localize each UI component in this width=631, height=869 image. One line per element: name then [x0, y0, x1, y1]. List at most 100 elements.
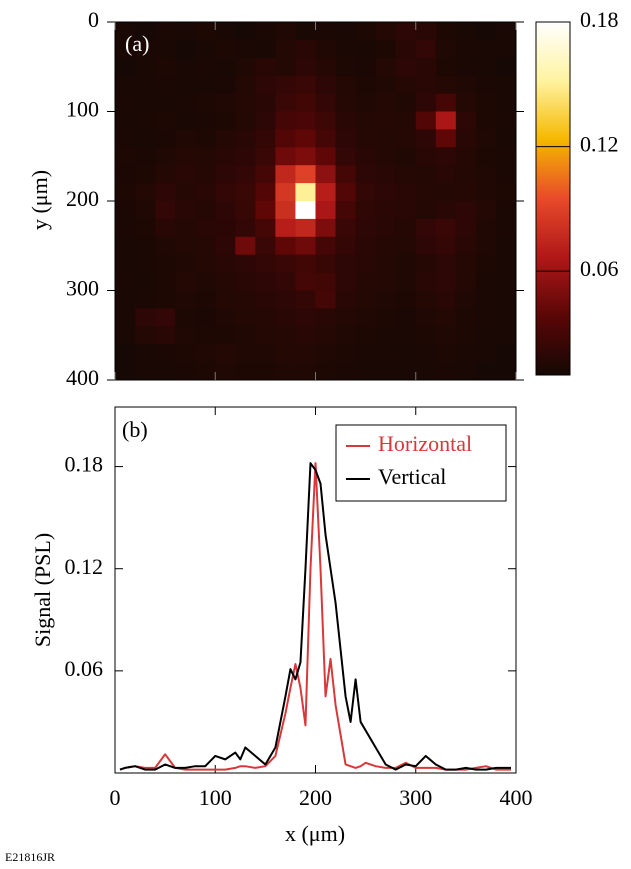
heatmap-cell	[195, 218, 216, 238]
heatmap-cell	[475, 308, 497, 327]
heatmap-cell	[255, 236, 276, 256]
heatmap-cell	[335, 308, 357, 327]
heatmap-cell	[175, 129, 196, 148]
heatmap-cell	[355, 326, 377, 345]
heatmap-cell	[235, 129, 256, 148]
heatmap-cell	[135, 201, 156, 220]
heatmap-cell	[155, 147, 176, 166]
heatmap-cell	[195, 147, 216, 166]
heatmap-cell	[215, 326, 236, 345]
heatmap-cell	[335, 326, 357, 345]
heatmap-cell	[375, 93, 397, 112]
heatmap-cell	[275, 308, 296, 327]
heatmap-cell	[295, 39, 316, 59]
heatmap-cell	[455, 344, 477, 363]
heatmap-cell	[195, 22, 216, 41]
heatmap-cell	[195, 308, 216, 327]
heatmap-cell	[275, 147, 296, 166]
heatmap-cell	[435, 75, 457, 95]
heatmap-cell	[375, 165, 397, 184]
heatmap-cell	[435, 326, 457, 345]
heatmap-cell	[135, 165, 156, 184]
heatmap-cell	[375, 308, 397, 327]
heatmap-cell	[175, 93, 196, 112]
heatmap-cell	[235, 308, 256, 327]
heatmap-cell	[295, 75, 316, 95]
heatmap-cell	[455, 218, 477, 238]
heatmap-cell	[355, 75, 377, 95]
heatmap-cell	[135, 344, 156, 363]
heatmap-cell	[315, 326, 337, 345]
heatmap-cell	[375, 236, 397, 256]
heatmap-cell	[415, 326, 437, 345]
heatmap-cell	[495, 183, 517, 202]
heatmap-cell	[175, 290, 196, 309]
x-tick-label: 200	[299, 785, 332, 810]
heatmap-cell	[135, 93, 156, 112]
heatmap-cell	[135, 272, 156, 291]
heatmap-cell	[135, 183, 156, 202]
heatmap-cell	[335, 93, 357, 112]
heatmap-cell	[155, 344, 176, 363]
heatmap-cell	[335, 201, 357, 220]
heatmap-cell	[255, 129, 276, 148]
heatmap-cell	[275, 129, 296, 148]
heatmap-cell	[335, 218, 357, 238]
heatmap-cell	[335, 254, 357, 274]
colorbar-tick-label: 0.18	[580, 7, 619, 32]
heatmap-cell	[435, 183, 457, 202]
heatmap-cell	[255, 22, 276, 41]
heatmap-cell	[495, 362, 517, 381]
heatmap-cell	[195, 326, 216, 345]
heatmap-cell	[295, 218, 316, 238]
heatmap-cell	[295, 57, 316, 77]
heatmap-cell	[375, 147, 397, 166]
heatmap-cell	[415, 183, 437, 202]
heatmap-cell	[195, 165, 216, 184]
heatmap-cell	[315, 308, 337, 327]
heatmap-cell	[435, 129, 457, 148]
heatmap-cell	[375, 39, 397, 59]
heatmap-cell	[315, 362, 337, 381]
heatmap-cell	[195, 254, 216, 274]
heatmap-cell	[415, 254, 437, 274]
heatmap-cell	[295, 254, 316, 274]
heatmap-cell	[475, 254, 497, 274]
heatmap-cell	[435, 165, 457, 184]
heatmap-cell	[155, 362, 176, 381]
heatmap-cell	[355, 57, 377, 77]
heatmap-cell	[255, 308, 276, 327]
heatmap-cell	[255, 362, 276, 381]
colorbar-tick-label: 0.12	[580, 132, 619, 157]
heatmap-cell	[315, 57, 337, 77]
y-axis-label: Signal (PSL)	[30, 533, 55, 647]
heatmap-cell	[395, 183, 417, 202]
heatmap-cell	[335, 147, 357, 166]
heatmap-cell	[255, 39, 276, 59]
heatmap-cell	[395, 111, 417, 130]
heatmap-cell	[235, 326, 256, 345]
heatmap-cell	[495, 75, 517, 95]
heatmap-cell	[335, 290, 357, 309]
heatmap-cell	[115, 57, 136, 77]
heatmap-cell	[455, 290, 477, 309]
heatmap-cell	[315, 165, 337, 184]
heatmap-cell	[115, 236, 136, 256]
x-tick-label: 300	[399, 785, 432, 810]
heatmap-cell	[175, 344, 196, 363]
heatmap-cell	[355, 254, 377, 274]
heatmap-cell	[335, 39, 357, 59]
heatmap-cell	[475, 129, 497, 148]
x-tick-label: 100	[199, 785, 232, 810]
heatmap-cell	[375, 362, 397, 381]
heatmap-cell	[115, 183, 136, 202]
heatmap-cell	[255, 218, 276, 238]
heatmap-cell	[195, 290, 216, 309]
heatmap-cell	[175, 362, 196, 381]
heatmap-cell	[455, 183, 477, 202]
heatmap-cell	[495, 272, 517, 291]
heatmap-cell	[455, 111, 477, 130]
heatmap-cell	[355, 344, 377, 363]
heatmap-cell	[175, 272, 196, 291]
heatmap-cell	[175, 254, 196, 274]
